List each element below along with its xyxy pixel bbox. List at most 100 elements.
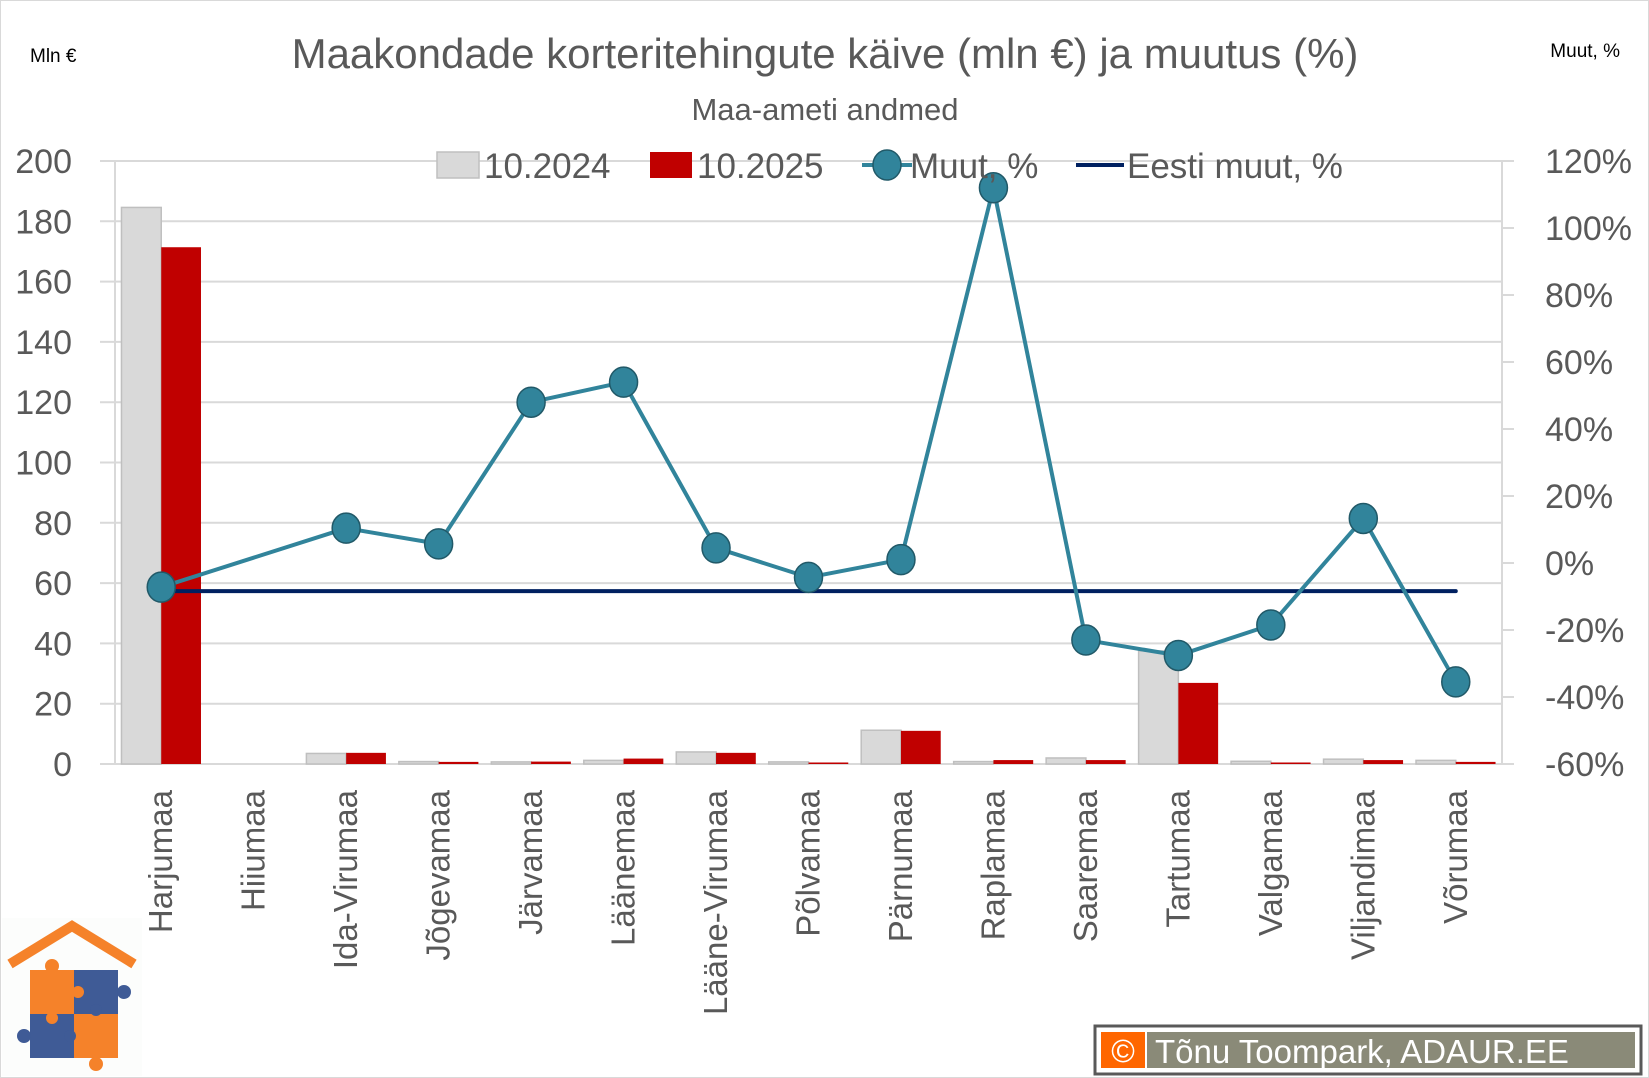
x-tick-label: Tartumaa — [1159, 789, 1196, 927]
chart-title: Maakondade korteritehingute käive (mln €… — [292, 30, 1359, 77]
chart-subtitle: Maa-ameti andmed — [691, 92, 958, 127]
y2-tick-label: 20% — [1545, 478, 1613, 516]
marker-muut — [1163, 639, 1194, 672]
line-muut — [160, 185, 1458, 683]
bar-10.2025 — [1085, 760, 1126, 764]
bar-10.2024 — [1415, 759, 1457, 765]
marker-muut — [701, 532, 731, 564]
marker-muut — [793, 561, 824, 594]
y2-tick-label: 80% — [1545, 277, 1613, 315]
marker-muut — [1441, 666, 1471, 698]
legend-swatch-10-2024 — [436, 151, 480, 179]
x-tick-label: Raplamaa — [974, 789, 1011, 940]
bar-10.2025 — [346, 752, 386, 764]
bar-10.2025 — [161, 247, 201, 764]
x-tick-label: Hiiumaa — [235, 789, 272, 911]
copyright-icon: © — [1111, 1033, 1135, 1069]
y2-tick-label: -20% — [1545, 612, 1624, 650]
x-tick-label: Jõgevamaa — [420, 789, 457, 960]
marker-muut — [331, 512, 361, 544]
y2-tick-label: 100% — [1545, 210, 1632, 248]
legend-swatch-10-2025 — [650, 152, 692, 178]
y-tick-label: 100 — [15, 445, 72, 483]
legend-label: 10.2025 — [697, 147, 824, 186]
x-tick-label: Järvamaa — [512, 789, 549, 935]
bar-10.2024 — [860, 729, 902, 765]
bar-10.2024 — [1322, 758, 1365, 765]
marker-muut — [423, 528, 454, 560]
bars — [120, 206, 1496, 765]
y-tick-label: 40 — [34, 625, 72, 663]
y-tick-label: 80 — [34, 505, 72, 543]
marker-muut — [608, 366, 639, 398]
legend-label: Muut, % — [910, 147, 1038, 186]
y2-tick-label: 120% — [1545, 143, 1632, 181]
bar-10.2025 — [1178, 682, 1219, 764]
bar-10.2024 — [305, 752, 347, 765]
y2-tick-label: 60% — [1545, 344, 1613, 382]
watermark-text: Tõnu Toompark, ADAUR.EE — [1155, 1033, 1569, 1070]
y-axis-ticks: 0 20 40 60 80 100 120 140 160 180 200 — [15, 143, 72, 784]
marker-muut — [978, 172, 1009, 204]
x-tick-label: Läänemaa — [605, 789, 642, 946]
bar-10.2025 — [900, 730, 941, 764]
y2-axis-ticks: -60% -40% -20% 0% 20% 40% 60% 80% 100% 120% — [1545, 143, 1632, 784]
y-tick-label: 20 — [34, 686, 72, 724]
bar-10.2024 — [952, 760, 995, 765]
bar-10.2024 — [1045, 757, 1087, 765]
marker-muut — [1256, 609, 1286, 641]
y-tick-label: 0 — [53, 746, 72, 784]
bar-10.2024 — [398, 760, 440, 765]
x-tick-label: Lääne-Virumaa — [697, 789, 734, 1015]
marker-muut — [1071, 624, 1101, 656]
y-tick-label: 140 — [15, 324, 72, 362]
x-tick-label: Viljandimaa — [1344, 789, 1381, 960]
bar-10.2025 — [808, 762, 849, 764]
y-tick-label: 120 — [15, 384, 72, 422]
bar-10.2025 — [716, 752, 756, 764]
bar-10.2025 — [438, 761, 479, 764]
bar-10.2025 — [623, 758, 664, 764]
y-tick-label: 200 — [15, 143, 72, 181]
x-tick-label: Võrumaa — [1437, 789, 1474, 924]
bar-10.2024 — [120, 206, 162, 765]
y-tick-label: 160 — [15, 264, 72, 302]
bar-10.2025 — [1270, 762, 1311, 764]
y2-tick-label: 0% — [1545, 545, 1594, 583]
y-tick-label: 60 — [34, 565, 72, 603]
x-tick-label: Saaremaa — [1067, 789, 1104, 942]
y2-tick-label: -60% — [1545, 746, 1624, 784]
legend-label: 10.2024 — [484, 147, 611, 186]
y2-tick-label: 40% — [1545, 411, 1613, 449]
bar-10.2025 — [1455, 761, 1496, 764]
marker-muut — [516, 386, 546, 418]
x-tick-label: Valgamaa — [1252, 789, 1289, 936]
marker-muut — [886, 543, 916, 576]
bar-10.2024 — [1137, 650, 1180, 765]
bar-10.2024 — [490, 761, 532, 765]
bar-10.2024 — [583, 759, 625, 765]
marker-muut — [1348, 502, 1379, 535]
legend-label: Eesti muut, % — [1127, 147, 1343, 186]
y-tick-label: 180 — [15, 203, 72, 241]
bar-10.2024 — [675, 751, 717, 765]
bar-10.2025 — [1363, 760, 1404, 764]
marker-muut — [146, 571, 176, 603]
x-tick-label: Põlvamaa — [790, 789, 827, 936]
x-tick-label: Harjumaa — [142, 789, 179, 933]
logo — [2, 918, 142, 1076]
y2-tick-label: -40% — [1545, 679, 1624, 717]
x-tick-label: Ida-Virumaa — [327, 789, 364, 969]
bar-10.2024 — [767, 761, 810, 765]
legend-swatch-muut-marker — [872, 149, 902, 181]
bar-10.2024 — [1230, 760, 1272, 765]
watermark: © Tõnu Toompark, ADAUR.EE — [1093, 1024, 1643, 1076]
bar-10.2025 — [993, 760, 1034, 764]
bar-10.2025 — [531, 761, 571, 764]
y2-axis-label: Muut, % — [1550, 41, 1620, 62]
lines — [146, 172, 1471, 698]
legend: 10.2024 10.2025 Muut, % Eesti muut, % — [436, 147, 1343, 186]
y-axis-label: Mln € — [30, 46, 77, 67]
x-axis-labels: Harjumaa Hiiumaa Ida-Virumaa Jõgevamaa Järva… — [142, 789, 1474, 1015]
